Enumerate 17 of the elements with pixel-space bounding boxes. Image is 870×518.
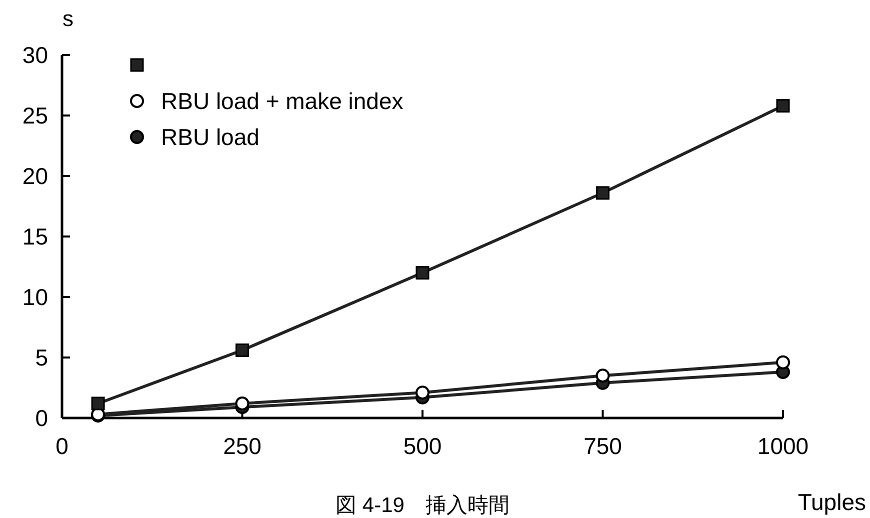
x-tick-label: 1000 <box>757 433 809 459</box>
x-tick-label: 0 <box>56 433 68 459</box>
y-tick-label: 25 <box>22 102 48 129</box>
y-tick-label: 15 <box>22 224 48 250</box>
x-tick-label: 500 <box>403 433 442 459</box>
y-tick-label: 0 <box>35 405 48 432</box>
legend-label: RBU load <box>161 124 260 150</box>
y-tick-label: 5 <box>35 344 48 371</box>
y-tick-label: 30 <box>22 42 48 68</box>
x-axis-title: Tuples <box>798 489 866 515</box>
text: 図 4-19 挿入時間 <box>336 494 510 517</box>
x-tick-label: 250 <box>223 433 262 459</box>
y-axis-title: s <box>62 6 74 31</box>
x-tick-label: 750 <box>584 433 622 459</box>
legend-label: RBU load + make index <box>161 88 404 114</box>
y-tick-label: 20 <box>22 163 48 190</box>
y-tick-label: 10 <box>22 284 48 310</box>
